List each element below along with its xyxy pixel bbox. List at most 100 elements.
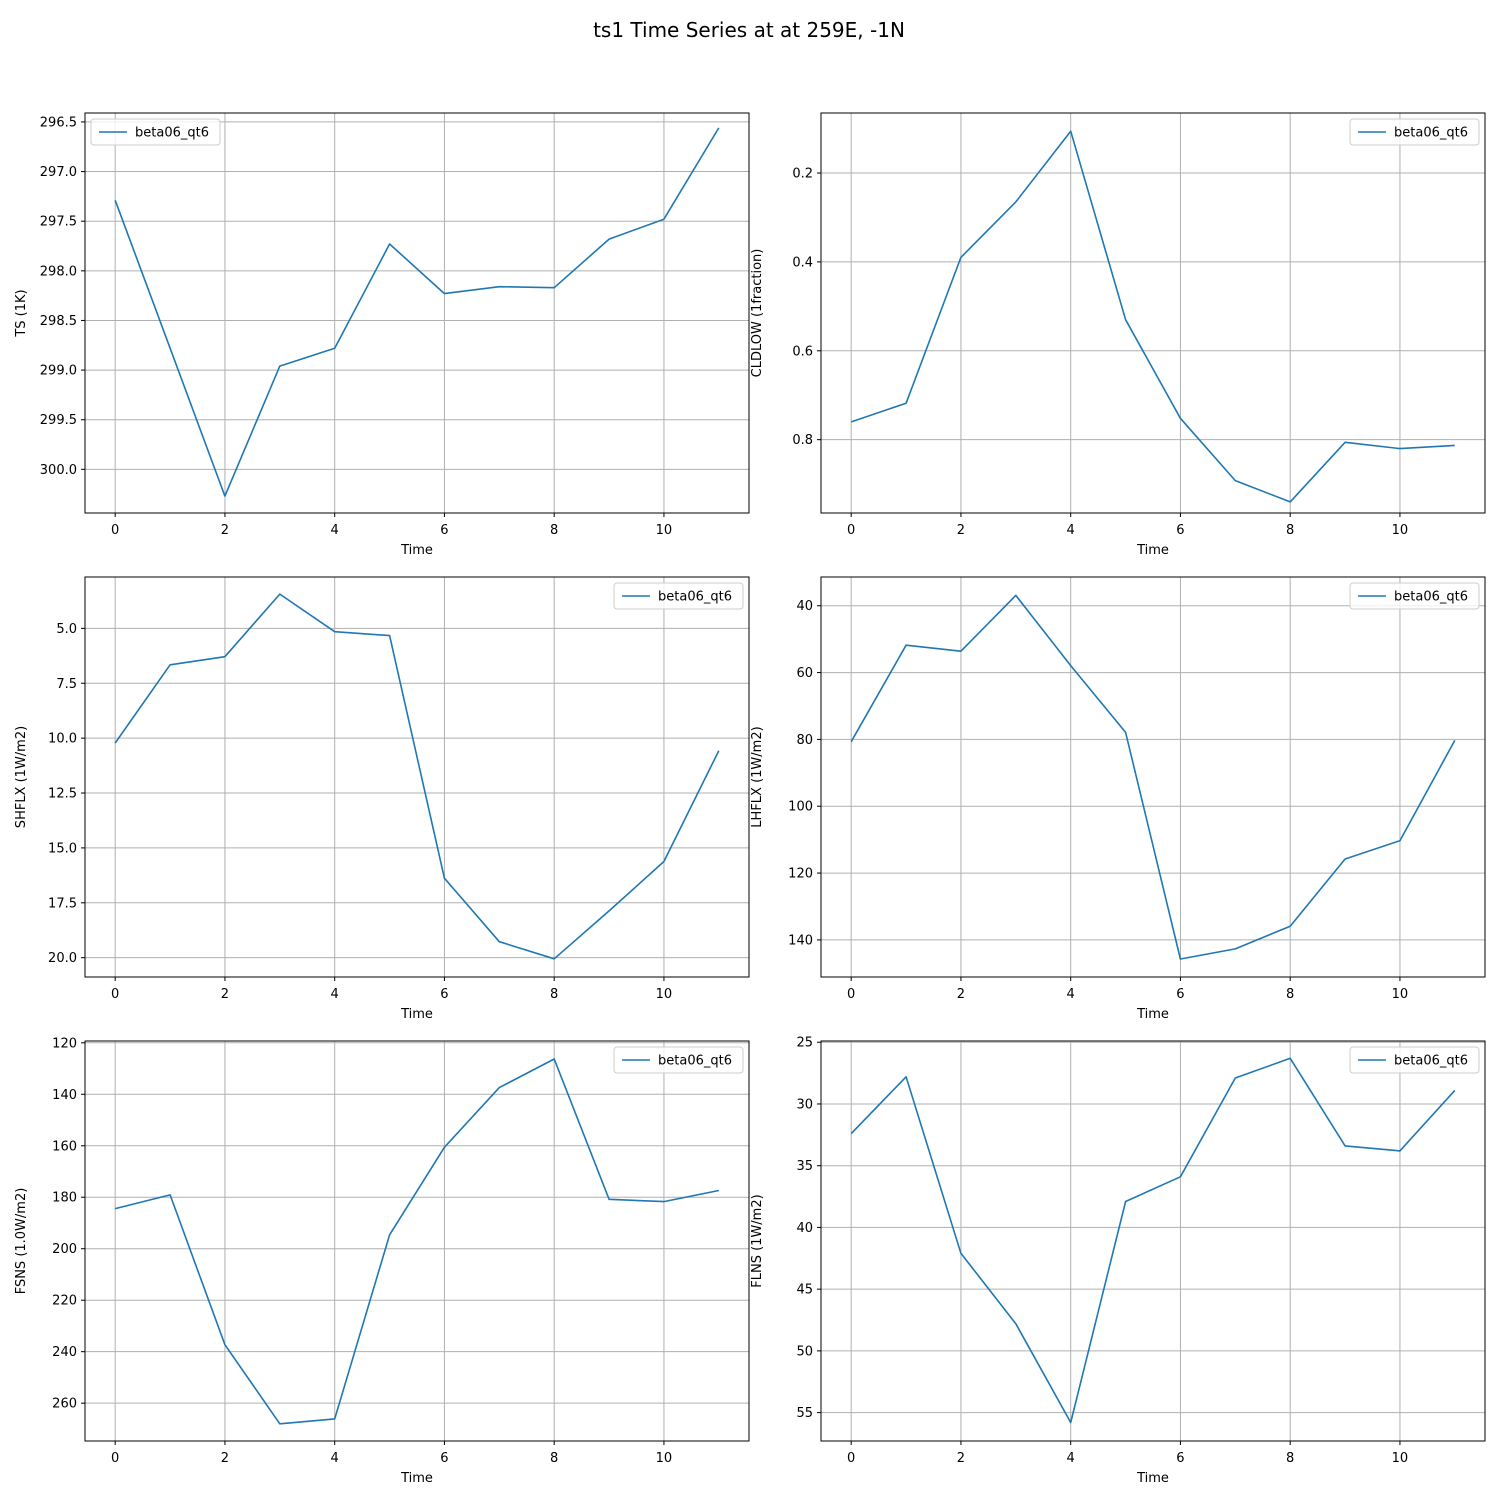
x-tick-label: 10 xyxy=(1392,987,1409,1002)
y-tick-label: 260 xyxy=(52,1397,77,1412)
series-line-1 xyxy=(850,594,1456,960)
axes-frame xyxy=(84,576,750,978)
y-axis-label: CLDLOW (1fraction) xyxy=(750,249,765,378)
x-tick-label: 0 xyxy=(111,1451,119,1466)
y-tick-label: 300.0 xyxy=(40,463,77,478)
legend-entry-label: beta06_qt6 xyxy=(1394,590,1468,605)
y-tick-label: 0.6 xyxy=(792,344,813,359)
y-tick-label: 40 xyxy=(796,599,813,614)
x-axis-label: Time xyxy=(1136,1007,1169,1022)
y-tick-label: 180 xyxy=(52,1191,77,1206)
x-tick-label: 8 xyxy=(550,1451,558,1466)
y-axis-label: TS (1K) xyxy=(14,289,29,337)
y-axis-label: FSNS (1.0W/m2) xyxy=(14,1188,29,1295)
x-tick-label: 6 xyxy=(440,523,448,538)
x-tick-label: 2 xyxy=(957,523,965,538)
x-tick-label: 0 xyxy=(847,523,855,538)
series-line-1 xyxy=(114,127,720,497)
x-tick-label: 4 xyxy=(1067,1451,1075,1466)
x-axis-label: Time xyxy=(1136,1471,1169,1486)
y-tick-label: 299.0 xyxy=(40,364,77,379)
y-tick-label: 299.5 xyxy=(40,413,77,428)
y-tick-label: 7.5 xyxy=(56,677,77,692)
y-tick-label: 35 xyxy=(796,1159,813,1174)
axes-frame xyxy=(84,1040,750,1442)
y-tick-label: 200 xyxy=(52,1242,77,1257)
x-tick-label: 2 xyxy=(957,987,965,1002)
subplot-6: 0 2 4 6 8 10 25 30 35 40 45 50 55 Time FLNS (1W/m2) bet… xyxy=(750,1036,1486,1486)
y-tick-label: 160 xyxy=(52,1139,77,1154)
y-tick-label: 298.0 xyxy=(40,264,77,279)
y-tick-label: 120 xyxy=(52,1036,77,1051)
x-axis-label: Time xyxy=(400,1471,433,1486)
y-tick-label: 40 xyxy=(796,1221,813,1236)
y-tick-label: 20.0 xyxy=(48,951,77,966)
y-tick-label: 10.0 xyxy=(48,732,77,747)
legend-box xyxy=(1349,1046,1480,1074)
series-line-1 xyxy=(114,593,720,960)
y-tick-label: 220 xyxy=(52,1294,77,1309)
y-tick-label: 297.5 xyxy=(40,215,77,230)
x-tick-label: 8 xyxy=(1286,987,1294,1002)
x-tick-label: 8 xyxy=(550,987,558,1002)
x-axis-label: Time xyxy=(1136,543,1169,558)
x-tick-label: 2 xyxy=(221,1451,229,1466)
x-tick-label: 0 xyxy=(111,523,119,538)
x-tick-label: 10 xyxy=(1392,523,1409,538)
x-axis-label: Time xyxy=(400,543,433,558)
x-tick-label: 6 xyxy=(1176,1451,1184,1466)
x-tick-label: 4 xyxy=(331,987,339,1002)
series-line-1 xyxy=(850,1057,1456,1424)
x-tick-label: 0 xyxy=(847,987,855,1002)
x-tick-label: 2 xyxy=(221,523,229,538)
x-tick-label: 0 xyxy=(847,1451,855,1466)
legend-entry-label: beta06_qt6 xyxy=(658,1054,732,1069)
y-tick-label: 298.5 xyxy=(40,314,77,329)
subplot-1: 0 2 4 6 8 10 296.5 297.0 297.5 298.0 298.5 299.0 299… xyxy=(14,112,750,558)
x-tick-label: 10 xyxy=(1392,1451,1409,1466)
y-tick-label: 45 xyxy=(796,1283,813,1298)
x-tick-label: 6 xyxy=(1176,987,1184,1002)
y-tick-label: 0.8 xyxy=(792,433,813,448)
series-line-1 xyxy=(115,1058,719,1425)
y-tick-label: 60 xyxy=(796,666,813,681)
subplot-4: 0 2 4 6 8 10 40 60 80 100 120 140 Time LHFLX (1W/m2) b… xyxy=(750,576,1486,1022)
legend-box xyxy=(1349,118,1480,146)
figure-title: ts1 Time Series at at 259E, -1N xyxy=(593,18,905,42)
y-tick-label: 297.0 xyxy=(40,165,77,180)
x-tick-label: 2 xyxy=(957,1451,965,1466)
legend-entry-label: beta06_qt6 xyxy=(135,126,209,141)
y-tick-label: 5.0 xyxy=(56,622,77,637)
x-tick-label: 10 xyxy=(656,523,673,538)
y-tick-label: 15.0 xyxy=(48,841,77,856)
y-tick-label: 80 xyxy=(796,733,813,748)
legend: beta06_qt6 xyxy=(1349,582,1480,610)
y-tick-label: 296.5 xyxy=(40,115,77,130)
x-tick-label: 8 xyxy=(1286,523,1294,538)
subplot-grid: 0 2 4 6 8 10 296.5 297.0 297.5 298.0 298.5 299.0 299… xyxy=(14,112,1486,1486)
axes-frame xyxy=(820,576,1486,978)
y-tick-label: 140 xyxy=(52,1088,77,1103)
y-tick-label: 17.5 xyxy=(48,896,77,911)
y-tick-label: 12.5 xyxy=(48,787,77,802)
legend-box xyxy=(1349,582,1480,610)
x-tick-label: 6 xyxy=(440,987,448,1002)
x-tick-label: 8 xyxy=(550,523,558,538)
x-tick-label: 6 xyxy=(440,1451,448,1466)
y-tick-label: 240 xyxy=(52,1345,77,1360)
legend-entry-label: beta06_qt6 xyxy=(1394,126,1468,141)
y-tick-label: 0.4 xyxy=(792,255,813,270)
y-tick-label: 30 xyxy=(796,1097,813,1112)
x-tick-label: 4 xyxy=(331,523,339,538)
y-tick-label: 55 xyxy=(796,1406,813,1421)
x-tick-label: 2 xyxy=(221,987,229,1002)
y-tick-label: 120 xyxy=(788,867,813,882)
axes-frame xyxy=(84,112,750,514)
legend: beta06_qt6 xyxy=(613,1046,744,1074)
y-axis-label: LHFLX (1W/m2) xyxy=(750,726,765,827)
x-tick-label: 8 xyxy=(1286,1451,1294,1466)
legend-entry-label: beta06_qt6 xyxy=(658,590,732,605)
x-tick-label: 4 xyxy=(1067,523,1075,538)
legend-box xyxy=(90,118,221,146)
subplot-2: 0 2 4 6 8 10 0.2 0.4 0.6 0.8 Time CLDLOW (1fraction… xyxy=(750,112,1486,558)
